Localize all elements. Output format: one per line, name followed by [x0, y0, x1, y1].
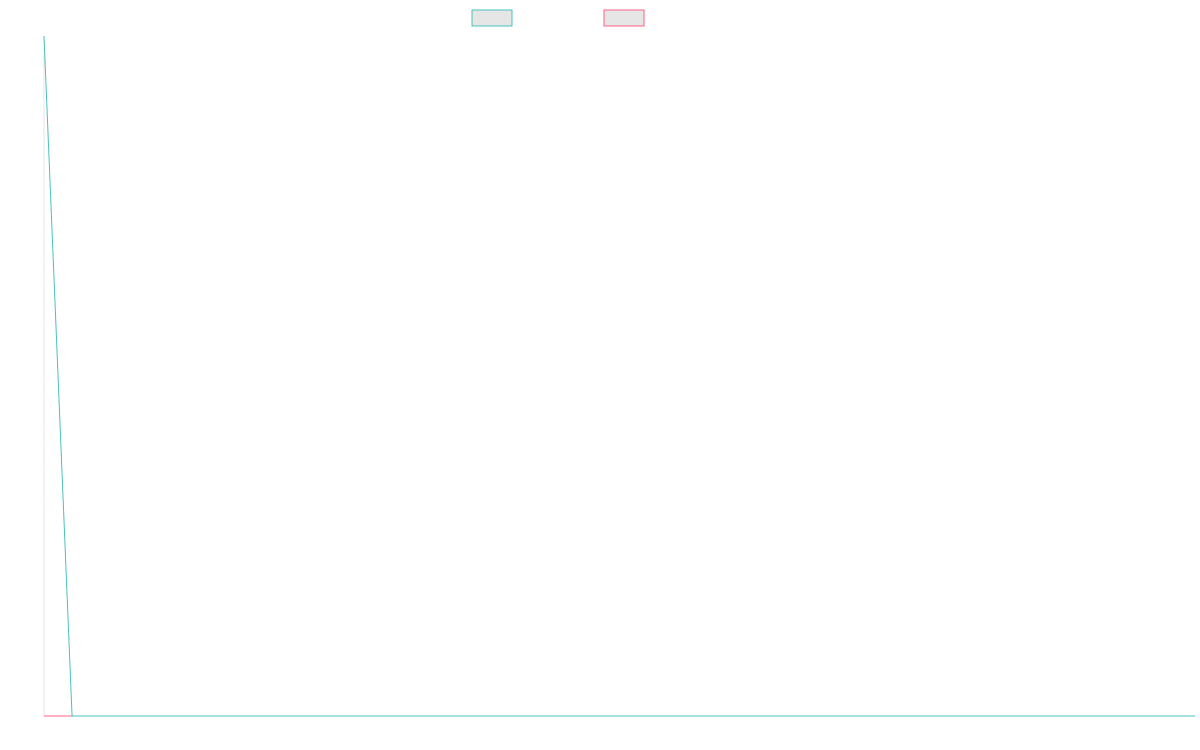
series-1-line	[43, 35, 1195, 717]
series-layer	[43, 35, 1195, 717]
legend-swatch-series-2[interactable]	[603, 9, 645, 27]
chart-legend	[471, 9, 645, 27]
legend-swatch-series-1[interactable]	[471, 9, 513, 27]
chart-axes	[43, 36, 1195, 717]
